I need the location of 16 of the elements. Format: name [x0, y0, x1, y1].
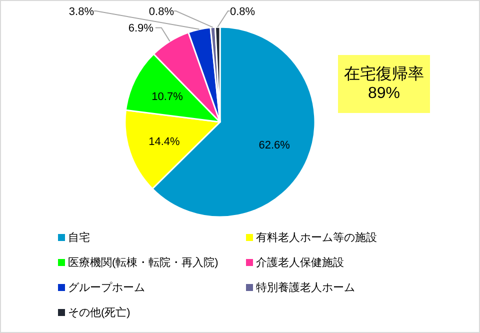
- legend-label: グループホーム: [68, 281, 145, 294]
- legend-label: 自宅: [68, 231, 90, 244]
- legend-label: その他(死亡): [68, 306, 130, 319]
- legend-label: 医療機関(転棟・転院・再入院): [68, 256, 218, 269]
- data-label: 62.6%: [258, 140, 290, 152]
- data-label: 14.4%: [148, 136, 180, 148]
- text: 89%: [368, 85, 400, 102]
- data-label: 6.9%: [128, 22, 154, 35]
- legend-label: 特別養護老人ホーム: [256, 281, 355, 294]
- data-label: 10.7%: [152, 90, 184, 103]
- data-label: 3.8%: [68, 6, 94, 18]
- data-label: 0.8%: [148, 6, 174, 18]
- legend-label: 有料老人ホーム等の施設: [256, 231, 377, 244]
- data-label: 0.8%: [230, 6, 256, 18]
- legend-label: 介護老人保健施設: [256, 256, 344, 269]
- text: 在宅復帰率: [344, 65, 424, 83]
